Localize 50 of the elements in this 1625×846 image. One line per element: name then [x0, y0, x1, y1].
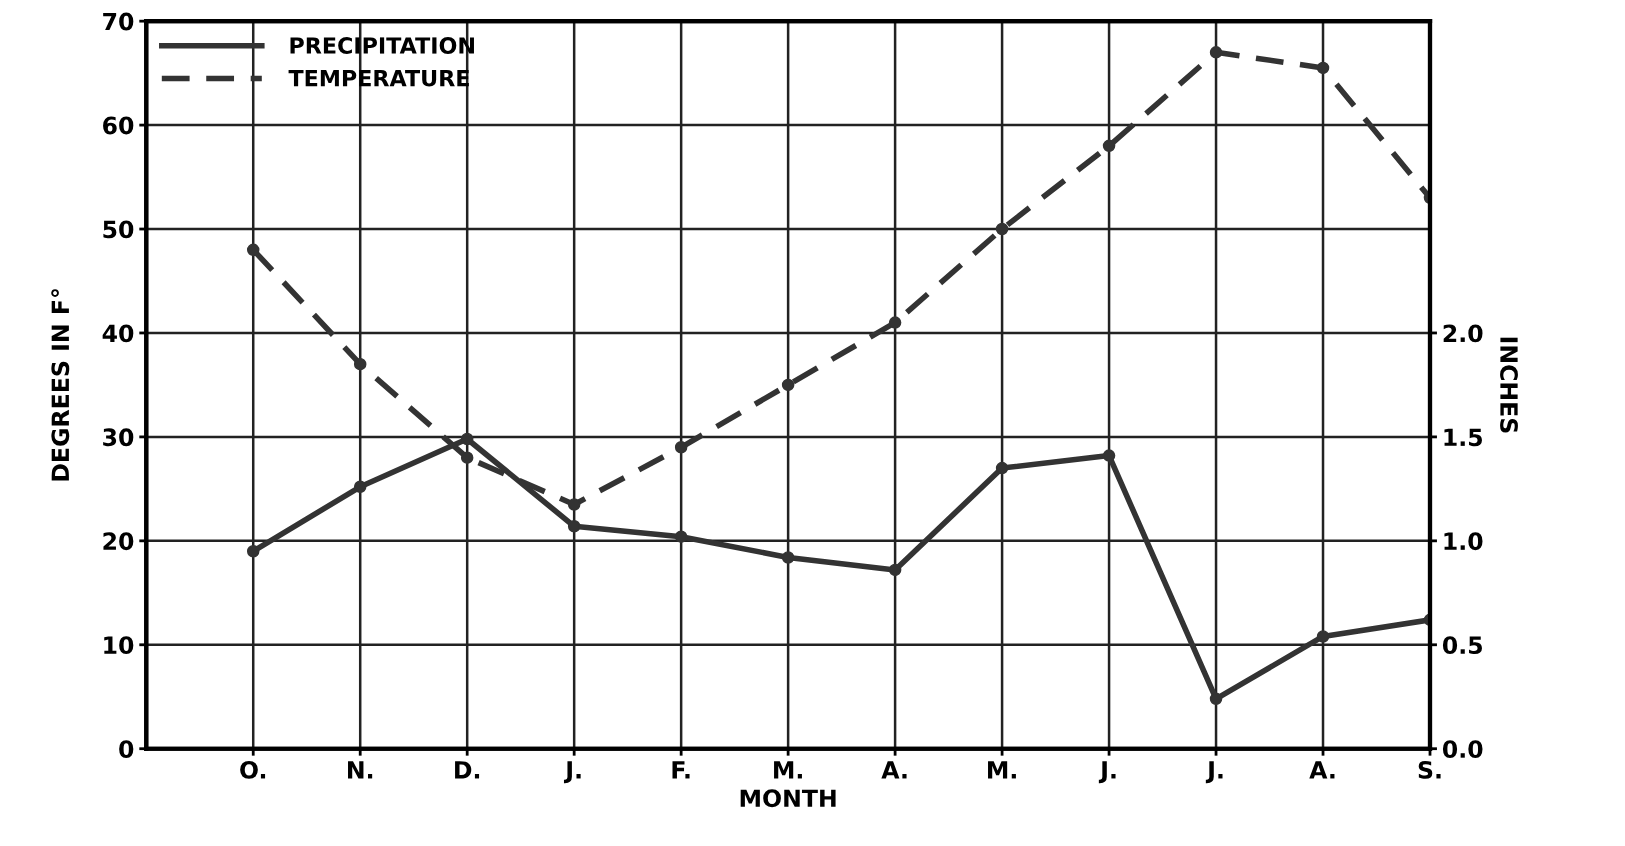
- point: [353, 357, 367, 371]
- y-axis-title: DEGREES IN F°: [51, 289, 70, 481]
- point: [1316, 61, 1330, 75]
- x-tick-label: M.: [774, 761, 802, 779]
- y2-tick-label: 0.5: [1442, 636, 1482, 655]
- x-tick-label: D.: [455, 761, 480, 779]
- x-tick-label: N.: [348, 761, 373, 779]
- x-tick-label: J.: [563, 761, 581, 784]
- point: [460, 451, 474, 464]
- y-tick-label: 10: [104, 636, 134, 655]
- point: [781, 551, 795, 564]
- y-tick-label: 30: [103, 428, 134, 447]
- point: [1209, 46, 1223, 59]
- y-tick-label: 60: [103, 116, 134, 135]
- y-tick-label: 40: [102, 324, 134, 343]
- point: [995, 461, 1009, 475]
- point: [995, 222, 1009, 236]
- point: [246, 544, 260, 558]
- y2-tick-label: 0.0: [1442, 740, 1483, 759]
- x-tick-label: O.: [240, 760, 266, 779]
- point: [781, 378, 795, 392]
- point: [1316, 630, 1330, 643]
- point: [567, 520, 581, 533]
- y-tick-label: 0: [119, 740, 134, 759]
- point: [888, 563, 902, 577]
- x-tick-label: A.: [881, 761, 907, 779]
- x-tick-label: S.: [1418, 760, 1441, 779]
- y-tick-label: 70: [103, 12, 134, 31]
- y-tick-label: 50: [103, 220, 134, 239]
- x-tick-label: M.: [988, 761, 1016, 779]
- point: [460, 432, 474, 446]
- x-tick-label: J.: [1098, 761, 1116, 784]
- x-tick-label: J.: [1205, 761, 1223, 784]
- x-tick-label: A.: [1309, 761, 1335, 779]
- y2-tick-label: 1.0: [1444, 532, 1483, 551]
- point: [1102, 449, 1116, 462]
- point: [674, 530, 688, 543]
- y2-axis-title: INCHES: [1500, 337, 1518, 433]
- point: [353, 480, 367, 494]
- x-tick-label: F.: [672, 761, 690, 779]
- point: [674, 441, 688, 454]
- point: [567, 498, 581, 511]
- x-axis-title: MONTH: [740, 789, 836, 808]
- point: [246, 243, 260, 257]
- point: [888, 316, 902, 329]
- y-tick-label: 20: [103, 532, 134, 551]
- y2-tick-label: 1.5: [1444, 428, 1482, 447]
- y2-tick-label: 2.0: [1443, 324, 1483, 343]
- point: [1102, 139, 1116, 153]
- point: [1209, 692, 1223, 706]
